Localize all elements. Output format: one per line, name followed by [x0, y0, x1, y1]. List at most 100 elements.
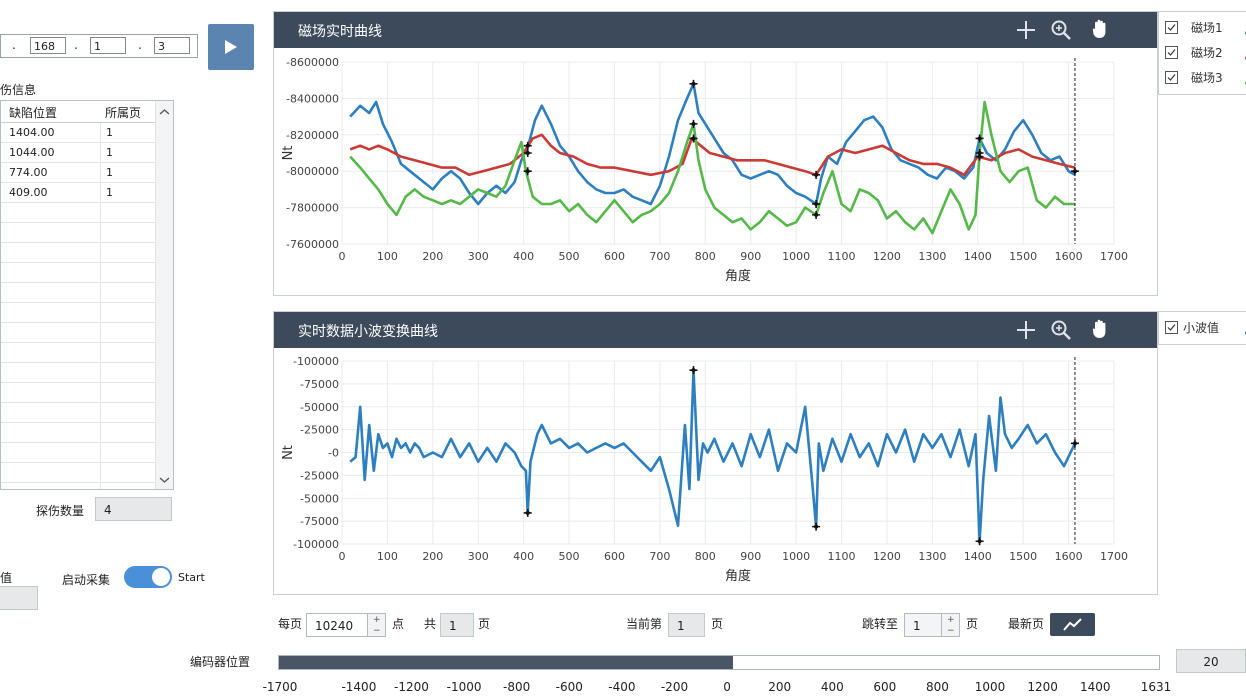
- checkbox-icon[interactable]: [1165, 46, 1178, 59]
- x-tick-label: 1700: [1100, 250, 1128, 263]
- stepper-down-icon[interactable]: −: [373, 626, 381, 636]
- defect-table[interactable]: 缺陷位置 所属页 1404.00 1 1044.00 1 774.00 1 40…: [0, 100, 174, 490]
- crosshair-icon[interactable]: [1016, 20, 1036, 40]
- encoder-tick-label: -1700: [262, 680, 298, 694]
- ip-dot: .: [138, 38, 142, 52]
- ip-octet-2[interactable]: 168: [30, 37, 66, 54]
- table-row[interactable]: 1404.00 1: [1, 122, 155, 143]
- latest-page-button[interactable]: [1050, 613, 1095, 636]
- crosshair-icon[interactable]: [1016, 320, 1036, 340]
- wavelet-chart-plot[interactable]: 0 100 200 300 400 500 600 700 800 900 1000 1100 1200…: [274, 348, 1155, 593]
- y-tick-label: -8400000: [286, 92, 339, 105]
- defect-marker-dot: [525, 169, 530, 174]
- hand-pan-icon[interactable]: [1091, 18, 1111, 40]
- value-field: [0, 586, 38, 610]
- zoom-icon[interactable]: [1050, 319, 1072, 341]
- play-icon: [225, 40, 237, 54]
- wavelet-chart-title: 实时数据小波变换曲线: [298, 324, 438, 340]
- connect-play-button[interactable]: [208, 24, 254, 70]
- defect-marker-dot: [977, 539, 982, 544]
- y-tick-label: -25000: [300, 424, 339, 437]
- stepper-up-icon[interactable]: +: [373, 615, 381, 625]
- current-page-label: 当前第: [626, 617, 663, 631]
- y-tick-label: -0: [328, 447, 339, 460]
- cell-position: 774.00: [9, 166, 48, 179]
- hand-pan-icon[interactable]: [1091, 318, 1111, 340]
- x-tick-label: 1600: [1055, 550, 1083, 563]
- x-tick-label: 800: [695, 550, 716, 563]
- table-row[interactable]: 1044.00 1: [1, 142, 155, 163]
- per-page-stepper[interactable]: + −: [368, 613, 386, 637]
- checkbox-icon[interactable]: [1165, 71, 1178, 84]
- table-row-empty: [1, 422, 155, 443]
- x-tick-label: 1300: [918, 550, 946, 563]
- scroll-up-icon[interactable]: [156, 105, 173, 119]
- cell-position: 1404.00: [9, 126, 55, 139]
- cell-position: 409.00: [9, 186, 48, 199]
- table-row[interactable]: 409.00 1: [1, 182, 155, 203]
- jump-to-stepper[interactable]: + −: [942, 613, 960, 637]
- wavelet-chart-header: 实时数据小波变换曲线: [274, 312, 1157, 348]
- encoder-tick-label: -800: [503, 680, 531, 694]
- wavelet-chart-panel: 实时数据小波变换曲线 0 100 200 300 400 500 600 700 800 900 1…: [273, 311, 1158, 595]
- cell-page: 1: [106, 126, 113, 139]
- y-tick-label: -50000: [300, 492, 339, 505]
- legend-label: 磁场2: [1191, 46, 1223, 60]
- defect-marker-dot: [1072, 441, 1077, 446]
- column-header-page[interactable]: 所属页: [105, 106, 142, 120]
- defect-marker-dot: [691, 121, 696, 126]
- table-row-empty: [1, 362, 155, 383]
- magnetic-chart-plot[interactable]: 0 100 200 300 400 500 600 700 800 900 1000 1100 1200…: [274, 48, 1155, 294]
- x-tick-label: 600: [604, 250, 625, 263]
- cell-position: 1044.00: [9, 146, 55, 159]
- legend-item-mag1[interactable]: 磁场1: [1165, 19, 1246, 37]
- encoder-slider[interactable]: [278, 655, 1160, 670]
- per-page-input[interactable]: 10240: [306, 613, 368, 637]
- y-tick-label: -75000: [300, 378, 339, 391]
- legend-item-wavelet[interactable]: 小波值: [1165, 319, 1246, 337]
- per-page-label: 每页: [278, 617, 303, 631]
- x-tick-label: 1200: [873, 550, 901, 563]
- encoder-tick-label: 800: [926, 680, 949, 694]
- current-page-field: 1: [668, 613, 705, 637]
- y-tick-label: -75000: [300, 515, 339, 528]
- table-row-empty: [1, 302, 155, 323]
- magnetic-chart-header: 磁场实时曲线: [274, 12, 1157, 48]
- legend-item-mag3[interactable]: 磁场3: [1165, 69, 1246, 87]
- y-tick-label: -8600000: [286, 56, 339, 69]
- ip-octet-3[interactable]: 1: [90, 37, 126, 54]
- scroll-down-icon[interactable]: [156, 473, 173, 487]
- table-row-empty: [1, 382, 155, 403]
- table-scrollbar[interactable]: [155, 101, 173, 489]
- stepper-up-icon[interactable]: +: [947, 615, 955, 625]
- zoom-icon[interactable]: [1050, 19, 1072, 41]
- defect-count-label: 探伤数量: [36, 504, 85, 518]
- x-tick-label: 0: [339, 250, 346, 263]
- x-tick-label: 600: [604, 550, 625, 563]
- y-tick-label: -8000000: [286, 165, 339, 178]
- start-collect-toggle[interactable]: [124, 566, 172, 588]
- x-tick-label: 700: [649, 550, 670, 563]
- defect-marker-dot: [814, 172, 819, 177]
- checkbox-icon[interactable]: [1165, 321, 1178, 334]
- stepper-down-icon[interactable]: −: [947, 626, 955, 636]
- x-tick-label: 1100: [828, 250, 856, 263]
- checkbox-icon[interactable]: [1165, 21, 1178, 34]
- x-tick-label: 900: [740, 250, 761, 263]
- defect-marker-dot: [691, 368, 696, 373]
- y-tick-label: -100000: [293, 538, 339, 551]
- trend-icon: [1063, 618, 1082, 631]
- jump-to-unit: 页: [966, 617, 979, 631]
- current-page-unit: 页: [711, 617, 724, 631]
- legend-item-mag2[interactable]: 磁场2: [1165, 44, 1246, 62]
- ip-octet-4[interactable]: 3: [154, 37, 190, 54]
- magnetic-chart-title: 磁场实时曲线: [298, 24, 382, 40]
- x-tick-label: 1500: [1009, 250, 1037, 263]
- y-axis-label: Nt: [281, 445, 296, 460]
- table-row[interactable]: 774.00 1: [1, 162, 155, 183]
- x-axis-label: 角度: [725, 268, 751, 284]
- cell-page: 1: [106, 146, 113, 159]
- jump-to-input[interactable]: 1: [904, 613, 942, 637]
- column-header-position[interactable]: 缺陷位置: [9, 106, 58, 120]
- encoder-tick-label: 0: [723, 680, 731, 694]
